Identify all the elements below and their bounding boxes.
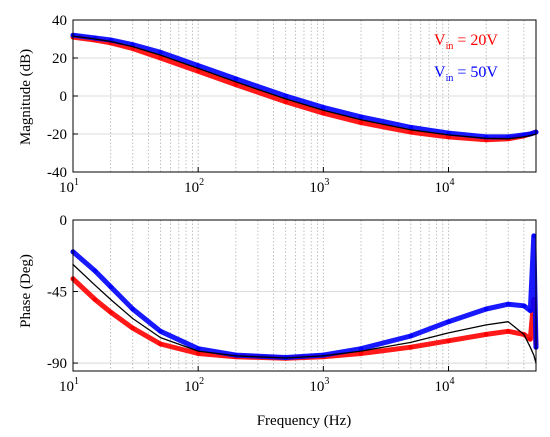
data-point <box>359 120 364 125</box>
data-point <box>283 94 288 99</box>
data-point <box>130 307 135 312</box>
data-point <box>409 345 414 350</box>
data-point <box>283 99 288 104</box>
y-tick-label: -90 <box>47 356 67 372</box>
y-tick-label: 20 <box>52 51 67 67</box>
phase-series <box>71 234 539 364</box>
legend-entry-vin-50v: Vin = 50V <box>434 64 498 84</box>
data-point <box>484 307 489 312</box>
y-tick-label: 0 <box>60 213 68 229</box>
x-tick-label: 101 <box>59 376 79 395</box>
x-tick-label: 103 <box>309 376 329 395</box>
data-point <box>359 115 364 120</box>
data-point <box>158 329 163 334</box>
x-tick-label: 101 <box>59 177 79 196</box>
data-point <box>528 337 533 342</box>
x-tick-label: 104 <box>435 177 455 196</box>
data-point <box>93 297 98 302</box>
legend-entry-vin-20v: Vin = 20V <box>434 32 498 52</box>
data-point <box>108 310 113 315</box>
phase-axes: 0 -45 -90 101 102 103 104 <box>47 213 536 395</box>
data-point <box>532 234 537 239</box>
magnitude-ylabel: Magnitude (dB) <box>18 49 34 145</box>
data-point <box>321 111 326 116</box>
y-tick-label: -45 <box>47 285 67 301</box>
data-point <box>158 342 163 347</box>
data-point <box>484 332 489 337</box>
data-point <box>506 302 511 307</box>
y-tick-label: 40 <box>52 13 67 29</box>
data-point <box>93 269 98 274</box>
y-tick-label: -40 <box>47 165 67 181</box>
x-tick-label: 104 <box>435 376 455 395</box>
data-point <box>196 69 201 74</box>
data-point <box>158 56 163 61</box>
y-tick-label: -20 <box>47 127 67 143</box>
data-point <box>130 326 135 331</box>
phase-xlabel: Frequency (Hz) <box>257 413 352 429</box>
data-point <box>506 329 511 334</box>
plot-frame <box>73 220 536 371</box>
data-point <box>528 308 533 313</box>
phase-plot: 0 -45 -90 101 102 103 104 Phase (Deg) Frequenc… <box>18 213 538 429</box>
y-tick-label: 0 <box>60 89 68 105</box>
x-tick-label: 103 <box>309 177 329 196</box>
data-point <box>446 319 451 324</box>
phase-ylabel: Phase (Deg) <box>18 254 34 328</box>
data-point <box>158 50 163 55</box>
data-point <box>522 304 527 309</box>
x-tick-label: 102 <box>184 177 204 196</box>
data-point <box>409 334 414 339</box>
phase-grid <box>73 220 536 371</box>
data-point <box>108 285 113 290</box>
magnitude-series <box>71 33 539 142</box>
measured-series-line <box>73 37 536 140</box>
data-point <box>234 77 239 82</box>
data-point <box>321 105 326 110</box>
data-point <box>446 339 451 344</box>
x-tick-label: 102 <box>184 376 204 395</box>
